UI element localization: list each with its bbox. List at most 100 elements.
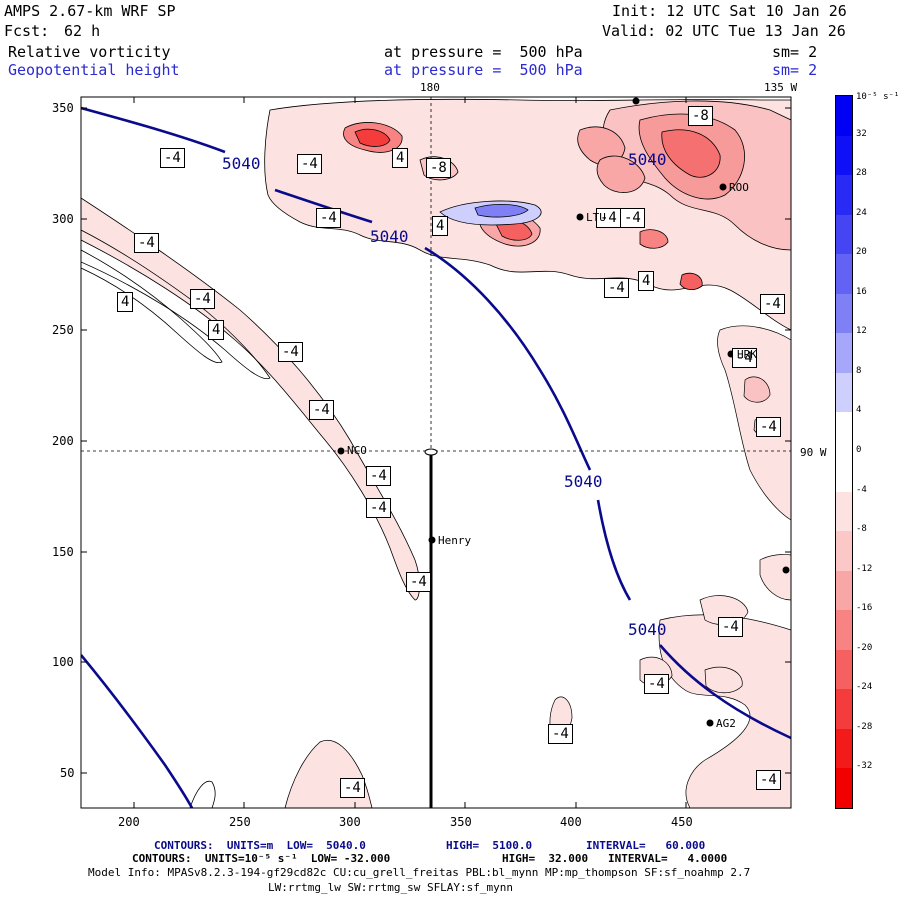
footer-model-info: Model Info: MPASv8.2.3-194-gf29cd82c CU:… <box>88 866 751 879</box>
footer-height-high: HIGH= 5100.0 <box>446 839 533 852</box>
vorticity-label: -4 <box>316 208 341 228</box>
longitude-label-180: 180 <box>420 81 440 94</box>
y-tick-label: 250 <box>52 323 74 337</box>
trough-band <box>81 197 420 601</box>
colorbar-tick-label: -12 <box>856 563 873 574</box>
vorticity-label: -4 <box>406 572 431 592</box>
station-dot-north <box>632 97 640 105</box>
vorticity-label-positive: 4 <box>392 148 409 168</box>
x-tick-label: 350 <box>450 815 472 829</box>
colorbar-tick-label: -16 <box>856 603 873 614</box>
colorbar-segment <box>836 570 852 611</box>
vorticity-label: -4 <box>756 417 781 437</box>
colorbar-tick-label: 4 <box>856 405 862 416</box>
colorbar-segment <box>836 214 852 255</box>
vorticity-label: -4 <box>756 770 781 790</box>
longitude-label-90w: 90 W <box>800 446 827 459</box>
height-contour-5040 <box>81 106 791 808</box>
colorbar-unit: 10⁻⁵ s⁻¹ <box>856 92 900 102</box>
station-dots <box>337 97 790 727</box>
vorticity-label: -4 <box>160 148 185 168</box>
colorbar-segment <box>836 96 852 137</box>
footer-height-contours: CONTOURS: UNITS=m LOW= 5040.0 <box>154 839 366 852</box>
forecast-hour: 62 h <box>64 22 101 40</box>
vorticity-label: -4 <box>190 289 215 309</box>
colorbar-segment <box>836 610 852 651</box>
vorticity-label: -4 <box>620 208 645 228</box>
colorbar-segment <box>836 491 852 532</box>
vorticity-label: -4 <box>644 674 669 694</box>
southeast-shading <box>549 554 791 808</box>
station-dot-ag2 <box>706 719 714 727</box>
colorbar-tick-label: -4 <box>856 484 867 495</box>
colorbar-segment <box>836 728 852 769</box>
init-time: Init: 12 UTC Sat 10 Jan 26 <box>612 2 847 20</box>
vorticity-label: -4 <box>366 498 391 518</box>
colorbar-tick-label: 20 <box>856 247 867 258</box>
footer-vort-interval: INTERVAL= 4.0000 <box>608 852 728 865</box>
vorticity-label-positive: 4 <box>432 216 449 236</box>
field1-smoothing: sm= 2 <box>772 43 818 61</box>
height-label: 5040 <box>628 150 667 169</box>
plot-frame <box>80 96 792 809</box>
longitude-label-135w: 135 W <box>764 81 798 94</box>
colorbar-tick-label: -20 <box>856 642 873 653</box>
vorticity-label: -4 <box>309 400 334 420</box>
transect-marker <box>424 448 438 456</box>
vorticity-label: -4 <box>718 617 743 637</box>
height-label: 5040 <box>222 154 261 173</box>
vorticity-label-positive: 4 <box>208 320 225 340</box>
field1-pressure: at pressure = 500 hPa <box>384 43 583 61</box>
y-tick-label: 300 <box>52 212 74 226</box>
vorticity-label: -4 <box>760 294 785 314</box>
y-tick-label: 50 <box>60 766 75 780</box>
field2-smoothing: sm= 2 <box>772 61 818 79</box>
y-axis <box>81 107 791 774</box>
station-dot-henry <box>428 536 436 544</box>
height-label: 5040 <box>370 227 409 246</box>
vorticity-label: -4 <box>278 342 303 362</box>
station-dot-roo <box>719 183 727 191</box>
negative-vorticity-shading <box>439 200 542 226</box>
forecast-label: Fcst: <box>4 22 50 40</box>
colorbar-segment <box>836 689 852 730</box>
vorticity-label: -4 <box>548 724 573 744</box>
colorbar-segment <box>836 452 852 493</box>
station-label-ag2: AG2 <box>716 717 736 730</box>
colorbar-segment <box>836 412 852 453</box>
colorbar-tick-label: 8 <box>856 365 862 376</box>
colorbar-segment <box>836 531 852 572</box>
y-tick-label: 350 <box>52 101 74 115</box>
x-tick-label: 400 <box>560 815 582 829</box>
station-dot-east <box>782 566 790 574</box>
vorticity-label-positive: 4 <box>638 271 655 291</box>
x-tick-label: 300 <box>339 815 361 829</box>
colorbar-segment <box>836 372 852 413</box>
footer-model-info-2: LW:rrtmg_lw SW:rrtmg_sw SFLAY:sf_mynn <box>268 881 514 894</box>
vorticity-label: -4 <box>732 348 757 368</box>
colorbar-segment <box>836 293 852 334</box>
footer-height-interval: INTERVAL= 60.000 <box>586 839 706 852</box>
colorbar-tick-label: 12 <box>856 326 867 337</box>
height-label: 5040 <box>628 620 667 639</box>
height-label: 5040 <box>564 472 603 491</box>
x-axis <box>133 97 687 808</box>
colorbar-tick-label: -32 <box>856 761 873 772</box>
valid-time: Valid: 02 UTC Tue 13 Jan 26 <box>602 22 846 40</box>
x-tick-label: 450 <box>671 815 693 829</box>
field2-pressure: at pressure = 500 hPa <box>384 61 583 79</box>
colorbar-segment <box>836 175 852 216</box>
colorbar-segment <box>836 649 852 690</box>
colorbar-tick-label: -24 <box>856 682 873 693</box>
station-dot-ltu <box>576 213 584 221</box>
colorbar-segment <box>836 254 852 295</box>
station-label-hrk: HRK <box>737 348 757 361</box>
vorticity-label: -4 <box>134 233 159 253</box>
x-tick-label: 200 <box>118 815 140 829</box>
colorbar-tick-label: -8 <box>856 524 867 535</box>
vorticity-label: -4 <box>604 278 629 298</box>
y-tick-label: 150 <box>52 545 74 559</box>
footer-vort-contours: CONTOURS: UNITS=10⁻⁵ s⁻¹ LOW= -32.000 <box>132 852 391 865</box>
vorticity-label: -4 <box>297 154 322 174</box>
